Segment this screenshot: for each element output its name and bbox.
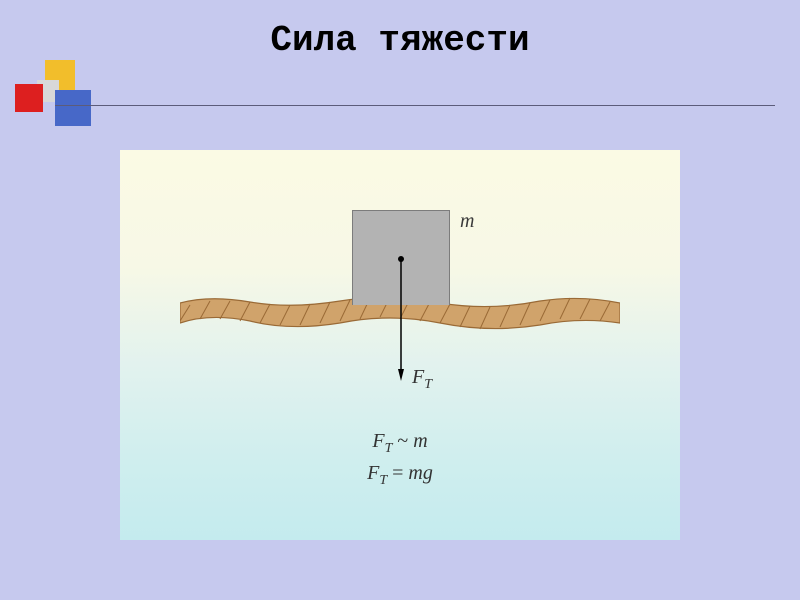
- diagram: m FT FT ~ m FT = mg: [120, 150, 680, 540]
- eq1-F: F: [372, 430, 384, 452]
- eq2-F: F: [367, 462, 379, 484]
- force-arrow: [398, 259, 404, 381]
- eq1-m: m: [413, 430, 427, 452]
- force-label-F: F: [412, 366, 424, 388]
- force-label: FT: [412, 366, 432, 393]
- slide-title: Сила тяжести: [0, 20, 800, 61]
- logo-sq-red: [15, 84, 43, 112]
- eq2-sub: T: [379, 473, 387, 488]
- equation-formula: FT = mg: [120, 462, 680, 489]
- eq1-tilde: ~: [392, 430, 413, 452]
- equation-proportional: FT ~ m: [120, 430, 680, 457]
- title-divider: [55, 105, 775, 106]
- force-label-sub: T: [424, 377, 432, 392]
- logo-sq-blue: [55, 90, 91, 126]
- mass-label: m: [460, 210, 474, 233]
- slide: Сила тяжести: [0, 0, 800, 600]
- eq2-eq: =: [387, 462, 408, 484]
- logo-squares: [15, 60, 95, 130]
- eq2-rhs: mg: [408, 462, 432, 484]
